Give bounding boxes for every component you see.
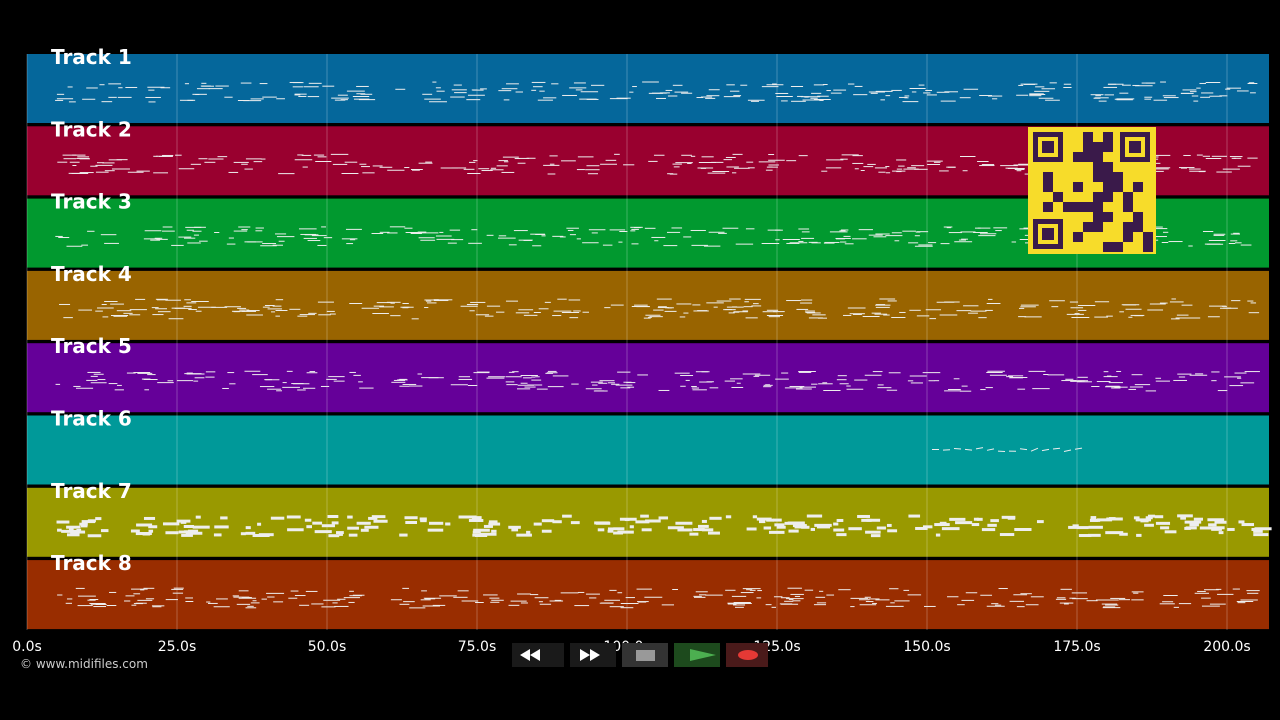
note xyxy=(964,448,973,451)
note xyxy=(1074,447,1083,450)
track-lane xyxy=(27,343,1269,413)
qr-module xyxy=(1093,162,1103,172)
track-name: Track 4 xyxy=(51,262,132,286)
qr-module xyxy=(1093,222,1103,232)
qr-module xyxy=(1093,172,1103,182)
qr-module xyxy=(1103,142,1113,152)
qr-module xyxy=(1063,202,1073,212)
note xyxy=(1019,448,1028,451)
time-tick-label: 25.0s xyxy=(158,639,196,655)
qr-module xyxy=(1123,192,1133,202)
qr-module xyxy=(1103,192,1113,202)
qr-module xyxy=(1103,182,1113,192)
note xyxy=(986,448,995,451)
qr-module xyxy=(1073,152,1083,162)
qr-module xyxy=(1113,172,1123,182)
qr-module xyxy=(1143,232,1153,242)
qr-module xyxy=(1093,142,1103,152)
qr-module xyxy=(1123,202,1133,212)
time-tick-label: 175.0s xyxy=(1053,639,1100,655)
track-lane xyxy=(27,560,1269,630)
qr-module xyxy=(1073,232,1083,242)
qr-module xyxy=(1043,182,1053,192)
note xyxy=(1052,447,1061,450)
qr-module xyxy=(1093,192,1103,202)
record-icon xyxy=(738,650,758,660)
time-tick-label: 200.0s xyxy=(1203,639,1250,655)
track-lane xyxy=(27,270,1269,340)
track-name: Track 6 xyxy=(51,407,132,431)
note xyxy=(1030,447,1039,452)
qr-module xyxy=(1103,132,1113,142)
qr-module xyxy=(1133,212,1143,222)
qr-finder xyxy=(1129,141,1141,153)
qr-finder xyxy=(1042,228,1054,240)
time-tick-label: 0.0s xyxy=(12,639,42,655)
track-name: Track 7 xyxy=(51,479,132,503)
track-name: Track 5 xyxy=(51,334,132,358)
forward-icon xyxy=(580,649,600,661)
transport-controls xyxy=(512,643,768,667)
qr-code xyxy=(1028,127,1156,254)
qr-finder xyxy=(1042,141,1054,153)
copyright: © www.midifiles.com xyxy=(20,657,148,671)
track-name: Track 8 xyxy=(51,551,132,575)
qr-pattern xyxy=(1033,132,1153,252)
qr-module xyxy=(1103,172,1113,182)
qr-module xyxy=(1113,242,1123,252)
time-tick-label: 50.0s xyxy=(308,639,346,655)
qr-module xyxy=(1053,192,1063,202)
qr-module xyxy=(1093,212,1103,222)
qr-module xyxy=(1093,202,1103,212)
time-tick-label: 150.0s xyxy=(903,639,950,655)
track-name: Track 3 xyxy=(51,190,132,214)
note xyxy=(1063,449,1072,452)
qr-module xyxy=(1103,162,1113,172)
stop-icon xyxy=(636,650,655,661)
qr-module xyxy=(1103,242,1113,252)
qr-module xyxy=(1093,152,1103,162)
qr-module xyxy=(1043,202,1053,212)
qr-module xyxy=(1083,202,1093,212)
qr-module xyxy=(1083,152,1093,162)
qr-module xyxy=(1143,242,1153,252)
qr-module xyxy=(1123,232,1133,242)
note xyxy=(1041,448,1050,452)
qr-module xyxy=(1083,132,1093,142)
note xyxy=(975,447,984,450)
track-name: Track 1 xyxy=(51,45,132,69)
qr-module xyxy=(1133,182,1143,192)
qr-module xyxy=(1073,202,1083,212)
time-tick-label: 75.0s xyxy=(458,639,496,655)
qr-module xyxy=(1133,222,1143,232)
track-name: Track 2 xyxy=(51,117,132,141)
qr-module xyxy=(1043,172,1053,182)
track-lane xyxy=(27,54,1269,123)
qr-module xyxy=(1073,182,1083,192)
qr-module xyxy=(1083,222,1093,232)
qr-module xyxy=(1083,142,1093,152)
qr-module xyxy=(1123,222,1133,232)
qr-module xyxy=(1113,182,1123,192)
qr-module xyxy=(1103,212,1113,222)
rewind-icon xyxy=(520,649,540,661)
play-icon xyxy=(690,649,716,661)
track-lane xyxy=(27,415,1269,485)
